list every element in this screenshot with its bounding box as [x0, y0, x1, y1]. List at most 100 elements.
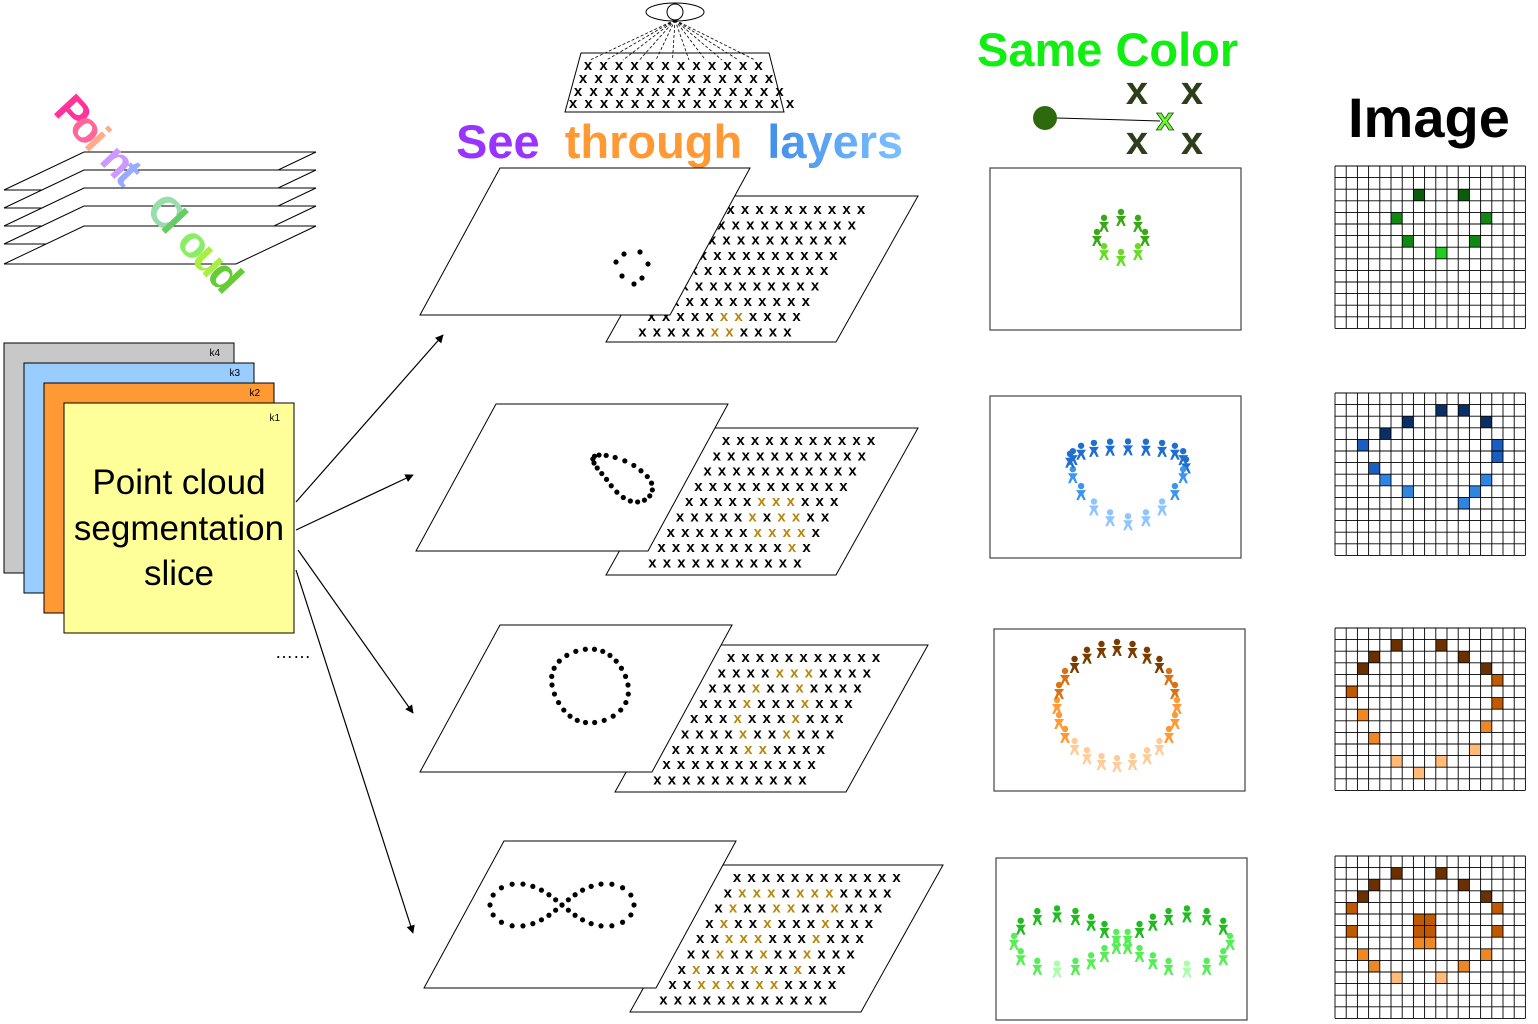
x-marker: x	[682, 771, 691, 788]
person-x-marker	[1076, 442, 1087, 460]
image-pixel	[1469, 744, 1481, 756]
x-marker: x	[784, 201, 793, 218]
person-x-marker	[1060, 667, 1071, 685]
person-x-marker	[1054, 681, 1065, 699]
person-x-marker	[1134, 920, 1145, 938]
x-marker: x	[727, 649, 736, 666]
x-marker: x	[755, 95, 764, 112]
x-marker: x	[748, 262, 757, 279]
x-marker: x	[775, 83, 784, 100]
arrow-to-row-2	[295, 474, 414, 531]
x-marker: x	[653, 323, 662, 340]
x-marker: x	[874, 900, 883, 917]
x-marker: x	[814, 447, 823, 464]
x-marker: x	[715, 293, 724, 310]
x-marker: x	[710, 524, 719, 541]
x-marker: x	[719, 710, 728, 727]
x-marker: x	[681, 726, 690, 743]
x-marker: x	[690, 710, 699, 727]
x-marker: x	[773, 293, 782, 310]
x-marker: x	[806, 262, 815, 279]
x-marker: x	[796, 278, 805, 295]
x-marker: x	[667, 83, 676, 100]
image-pixel	[1368, 462, 1380, 475]
x-marker: x	[832, 946, 841, 963]
point-dot	[619, 273, 625, 279]
person-x-marker	[1054, 711, 1065, 730]
point-dot	[645, 261, 651, 267]
person-x-marker	[1140, 509, 1151, 527]
x-marker: x	[775, 216, 784, 233]
x-marker: x	[828, 976, 837, 993]
x-marker: x	[648, 554, 657, 571]
point-dot	[551, 691, 558, 697]
slice-k1	[63, 402, 295, 634]
person-x-marker	[1181, 960, 1192, 978]
layer-row-3: x x x x x x x x x x xx x x x x x x x x x xx x x x x x x x x x xx x x x x x x…	[419, 624, 929, 793]
same-color-panel-3	[993, 628, 1246, 792]
image-pixel	[1424, 937, 1436, 949]
x-marker: x	[1126, 119, 1148, 163]
point-dot	[647, 493, 653, 499]
x-marker: x	[779, 554, 788, 571]
x-marker: x	[796, 478, 805, 495]
x-marker: x	[808, 961, 817, 978]
point-dot	[572, 892, 578, 898]
x-marker-highlighted: x	[752, 680, 761, 697]
image-pixel	[1402, 416, 1414, 428]
x-marker: x	[824, 680, 833, 697]
image-pixel	[1491, 451, 1503, 463]
x-marker: x	[746, 216, 755, 233]
x-marker: x	[735, 554, 744, 571]
x-marker-highlighted: x	[801, 695, 810, 712]
person-x-marker	[1105, 509, 1116, 527]
x-marker: x	[752, 478, 761, 495]
point-dot	[579, 887, 586, 893]
x-marker: x	[709, 478, 718, 495]
x-marker: x	[807, 915, 816, 932]
x-marker: x	[569, 95, 578, 112]
x-marker: x	[765, 961, 774, 978]
x-marker: x	[778, 308, 787, 325]
point-dot	[601, 717, 607, 723]
x-marker: x	[732, 216, 741, 233]
image-pixel	[1491, 925, 1503, 938]
image-grids	[1334, 165, 1526, 1019]
point-dot	[644, 473, 650, 480]
x-marker: x	[749, 308, 758, 325]
x-marker: x	[773, 741, 782, 758]
x-marker: x	[672, 741, 681, 758]
x-marker: x	[674, 991, 683, 1008]
point-dot	[582, 646, 588, 652]
point-dot	[613, 658, 619, 664]
image-pixel	[1413, 914, 1425, 926]
x-marker: x	[722, 232, 731, 249]
x-marker: x	[722, 432, 731, 449]
x-marker-highlighted: x	[744, 741, 753, 758]
x-marker: x	[699, 695, 708, 712]
image-pixel	[1491, 674, 1503, 686]
image-pixel	[1435, 755, 1447, 768]
point-dot	[612, 454, 618, 461]
x-marker: x	[692, 554, 701, 571]
point-dot	[639, 275, 645, 281]
same-color-panel-2	[989, 395, 1242, 559]
x-marker: x	[759, 539, 768, 556]
x-marker: x	[749, 756, 758, 773]
person-x-marker	[1181, 905, 1192, 923]
x-marker: x	[681, 524, 690, 541]
x-marker: x	[663, 554, 672, 571]
x-marker: x	[806, 509, 815, 526]
x-marker: x	[726, 201, 735, 218]
x-marker-highlighted: x	[787, 900, 796, 917]
image-pixel	[1480, 474, 1492, 486]
x-marker-highlighted: x	[768, 524, 777, 541]
image-pixel	[1480, 416, 1492, 428]
x-marker: x	[725, 524, 734, 541]
x-marker: x	[842, 201, 851, 218]
image-pixel	[1458, 960, 1470, 972]
x-marker: x	[676, 509, 685, 526]
person-x-marker	[1169, 442, 1180, 460]
x-marker: x	[823, 432, 832, 449]
x-marker: x	[775, 991, 784, 1008]
